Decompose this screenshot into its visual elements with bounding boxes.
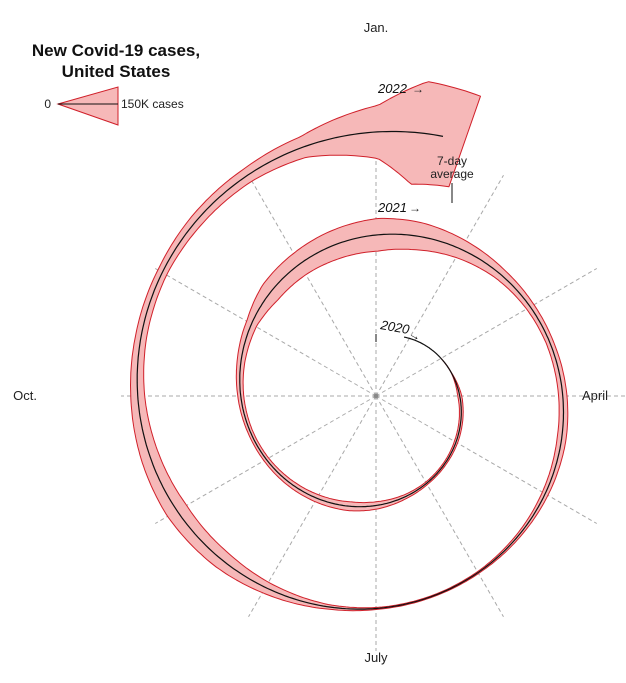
month-gridline (248, 395, 377, 618)
month-gridline (248, 174, 377, 397)
month-gridline (375, 395, 598, 524)
month-gridline (154, 268, 377, 397)
seven-day-average-line (136, 130, 565, 610)
average-label-line-1: 7-day (437, 154, 467, 168)
legend-wedge (56, 86, 119, 126)
legend-max-label: 150K cases (121, 97, 184, 111)
spiral-line-layer (136, 130, 565, 610)
month-label-oct: Oct. (13, 388, 37, 403)
year-arrow-glyph-2021: → (409, 201, 421, 215)
month-label-april: April (582, 388, 608, 403)
cases-band (130, 81, 569, 612)
month-gridline (375, 268, 598, 397)
month-gridline (375, 174, 504, 397)
month-gridline (375, 395, 504, 618)
average-label-line-2: average (430, 167, 474, 181)
center-dot (373, 393, 379, 399)
year-arrow-glyph-2020: → (407, 326, 424, 344)
chart-title-line-2: United States (62, 62, 171, 81)
year-label-2020: 2020 (378, 317, 411, 337)
cases-band-layer (130, 81, 569, 612)
legend-zero-label: 0 (44, 97, 51, 111)
year-label-2022: 2022 (377, 81, 408, 96)
month-label-july: July (364, 650, 388, 665)
chart-title-line-1: New Covid-19 cases, (32, 41, 200, 60)
year-arrow-glyph-2022: → (412, 82, 424, 96)
seven-day-average-annotation: 7-day average (430, 154, 474, 203)
month-label-jan: Jan. (364, 20, 389, 35)
year-label-2021: 2021 (377, 200, 407, 215)
scale-legend: 0 150K cases (44, 86, 184, 126)
